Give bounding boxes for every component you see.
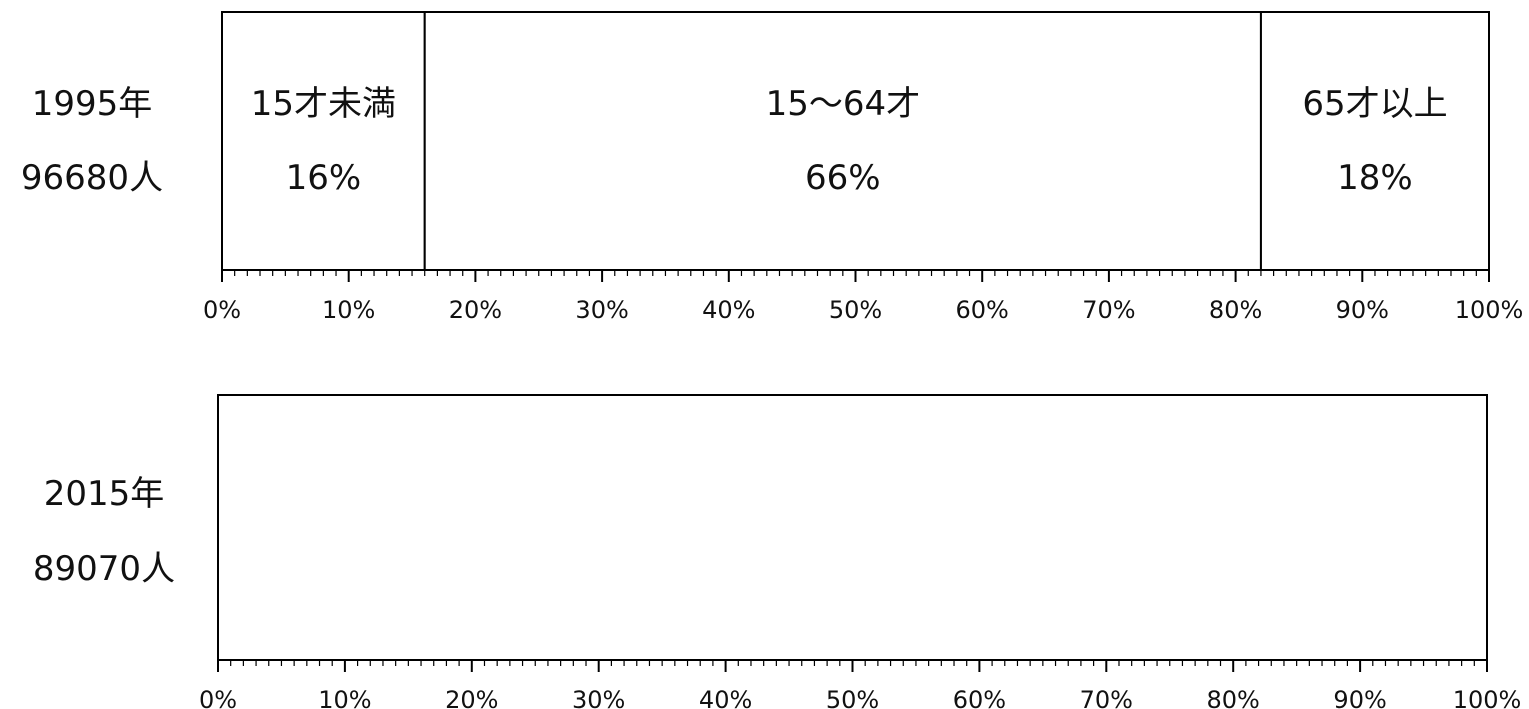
chart-1: 1995年 96680人 15才未満 16% 15～64才 66% 65才以上 18% 0% 10…: [21, 11, 1524, 324]
tick-label: 10%: [322, 296, 375, 324]
tick-label: 70%: [1080, 686, 1133, 709]
tick-label: 60%: [956, 296, 1009, 324]
tick-label: 80%: [1209, 296, 1262, 324]
tick-label: 0%: [199, 686, 237, 709]
segment-value-label: 18%: [1337, 158, 1413, 198]
tick-label: 70%: [1082, 296, 1135, 324]
segment-name-label: 15才未満: [251, 84, 396, 124]
tick-label: 0%: [203, 296, 241, 324]
tick-label: 100%: [1455, 296, 1524, 324]
row-year-label: 2015年: [44, 474, 165, 514]
tick-label: 90%: [1336, 296, 1389, 324]
segment-3: [1259, 11, 1490, 271]
tick-label: 40%: [699, 686, 752, 709]
tick-label: 20%: [445, 686, 498, 709]
tick-label: 30%: [572, 686, 625, 709]
tick-label: 20%: [449, 296, 502, 324]
row-population-label: 89070人: [33, 549, 175, 589]
chart-2: 2015年 89070人 0% 10% 20% 30% 40% 50% 60% 70% 80% 90%…: [33, 394, 1522, 709]
tick-label: 40%: [702, 296, 755, 324]
segment-2: [423, 11, 1262, 271]
segment-value-label: 66%: [805, 158, 881, 198]
tick-label: 30%: [575, 296, 628, 324]
row-population-label: 96680人: [21, 158, 163, 198]
bar-frame: [217, 394, 1488, 661]
tick-label: 100%: [1453, 686, 1522, 709]
row-year-label: 1995年: [32, 84, 153, 124]
tick-label: 50%: [829, 296, 882, 324]
segment-value-label: 16%: [286, 158, 362, 198]
segment-name-label: 15～64才: [766, 84, 921, 124]
tick-label: 80%: [1207, 686, 1260, 709]
segment-name-label: 65才以上: [1302, 84, 1447, 124]
tick-label: 90%: [1333, 686, 1386, 709]
segment-1: [221, 11, 426, 271]
tick-label: 60%: [953, 686, 1006, 709]
tick-label: 10%: [318, 686, 371, 709]
tick-label: 50%: [826, 686, 879, 709]
